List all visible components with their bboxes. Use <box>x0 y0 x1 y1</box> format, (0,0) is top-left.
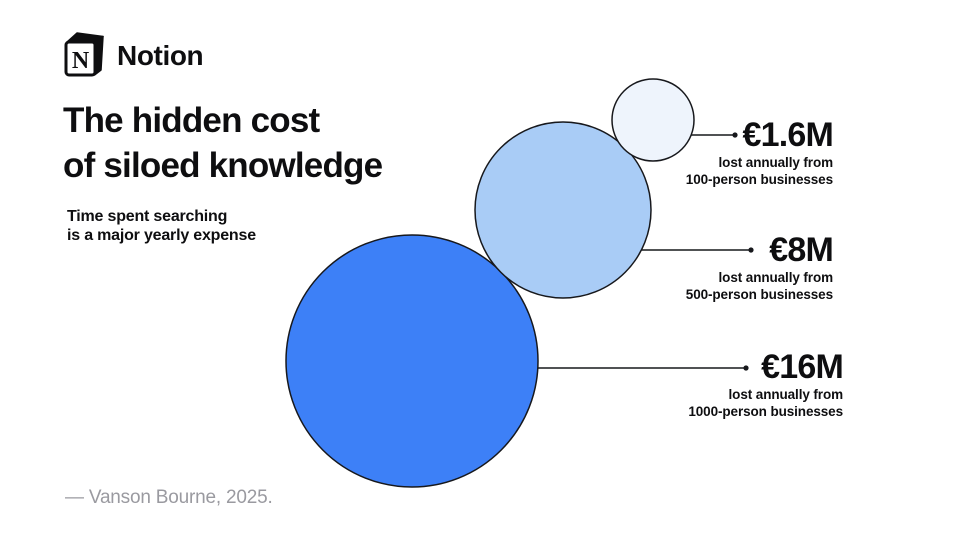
annotation-desc-1000-line-2: 1000-person businesses <box>688 403 843 419</box>
cube-letter-n: N <box>72 48 90 74</box>
annotation-value-100-person: €1.6M <box>742 116 834 154</box>
notion-logo: N Notion <box>64 31 204 77</box>
annotation-100-person: €1.6M lost annually from 100-person busin… <box>686 116 834 188</box>
bubble-100-person <box>611 78 695 162</box>
bubble-1000-person <box>285 234 539 488</box>
page-title-line-2: of siloed knowledge <box>63 146 383 185</box>
brand-wordmark: Notion <box>117 40 204 71</box>
leader-dot-1000-person <box>743 365 749 371</box>
annotation-1000-person: €16M lost annually from 1000-person busin… <box>688 350 843 420</box>
annotation-desc-100-line-1: lost annually from <box>718 155 834 170</box>
annotation-desc-1000-person: lost annually from 1000-person businesses <box>688 387 843 420</box>
source-attribution: — Vanson Bourne, 2025. <box>65 487 273 508</box>
page-subtitle: Time spent searching is a major yearly ex… <box>67 207 256 245</box>
annotation-desc-500-line-1: lost annually from <box>718 270 834 285</box>
leader-dot-100-person <box>732 132 738 138</box>
bubble-500-person <box>474 121 652 299</box>
cube-front-face <box>64 40 97 77</box>
notion-cube-icon: N <box>64 32 104 77</box>
annotation-desc-1000-line-1: lost annually from <box>728 387 844 402</box>
annotation-value-500-person: €8M <box>769 231 834 269</box>
annotation-desc-100-line-2: 100-person businesses <box>685 171 833 187</box>
page-subtitle-line-2: is a major yearly expense <box>67 227 256 244</box>
page-subtitle-line-1: Time spent searching <box>67 208 228 225</box>
page-title-line-1: The hidden cost <box>63 101 320 140</box>
annotation-desc-500-line-2: 500-person businesses <box>685 286 833 302</box>
annotation-desc-100-person: lost annually from 100-person businesses <box>686 155 833 188</box>
annotation-500-person: €8M lost annually from 500-person busines… <box>686 231 834 303</box>
annotation-value-1000-person: €16M <box>761 348 844 386</box>
page-title: The hidden cost of siloed knowledge <box>63 98 383 188</box>
leader-dot-500-person <box>748 247 754 253</box>
annotation-desc-500-person: lost annually from 500-person businesses <box>686 270 833 303</box>
